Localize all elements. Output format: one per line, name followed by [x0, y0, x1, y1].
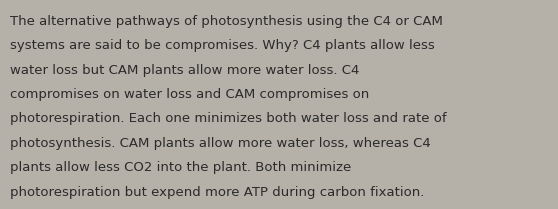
- Text: The alternative pathways of photosynthesis using the C4 or CAM: The alternative pathways of photosynthes…: [10, 15, 443, 28]
- Text: compromises on water loss and CAM compromises on: compromises on water loss and CAM compro…: [10, 88, 369, 101]
- Text: photosynthesis. CAM plants allow more water loss, whereas C4: photosynthesis. CAM plants allow more wa…: [10, 137, 431, 150]
- Text: photorespiration but expend more ATP during carbon fixation.: photorespiration but expend more ATP dur…: [10, 186, 425, 199]
- Text: plants allow less CO2 into the plant. Both minimize: plants allow less CO2 into the plant. Bo…: [10, 161, 352, 174]
- Text: systems are said to be compromises. Why? C4 plants allow less: systems are said to be compromises. Why?…: [10, 39, 435, 52]
- Text: water loss but CAM plants allow more water loss. C4: water loss but CAM plants allow more wat…: [10, 64, 359, 76]
- Text: photorespiration. Each one minimizes both water loss and rate of: photorespiration. Each one minimizes bot…: [10, 112, 446, 125]
